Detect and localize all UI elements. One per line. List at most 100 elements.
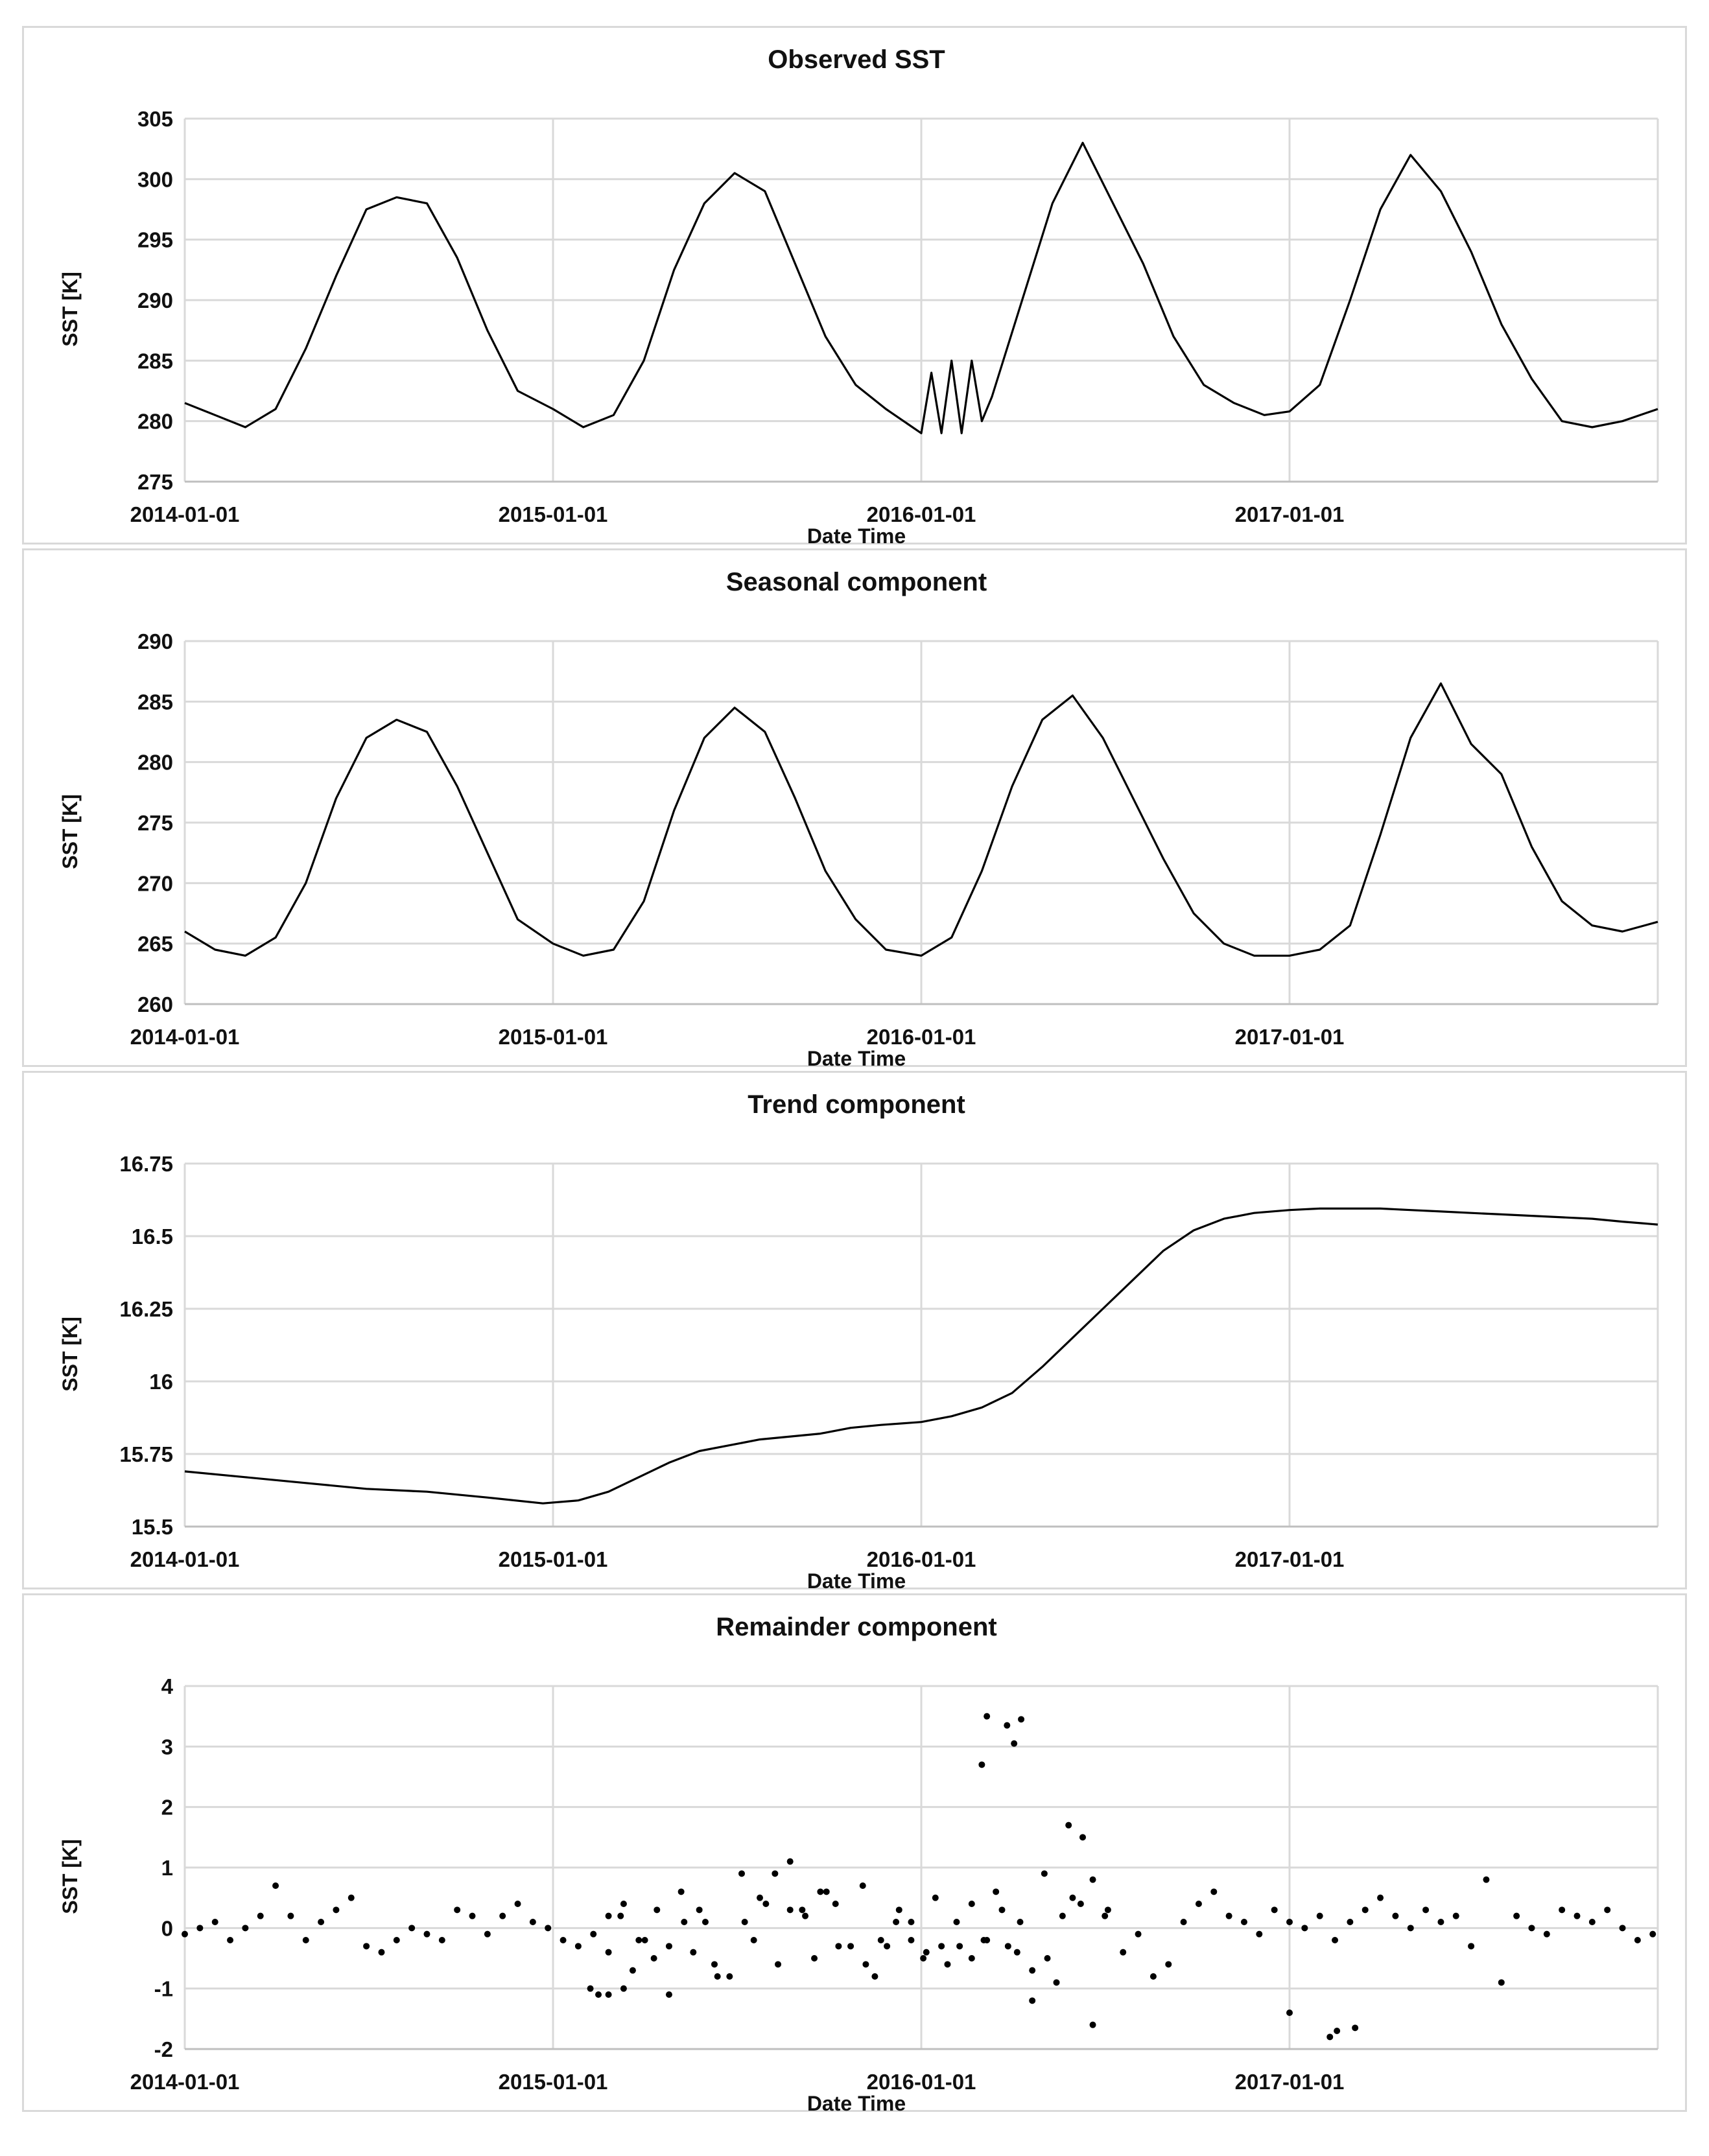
data-point	[1210, 1888, 1218, 1895]
data-point	[514, 1901, 521, 1907]
y-tick-label: 290	[137, 629, 173, 653]
data-point	[968, 1955, 975, 1962]
x-tick-label: 2016-01-01	[867, 1025, 976, 1049]
data-point	[629, 1967, 636, 1974]
data-point	[1452, 1912, 1459, 1919]
y-tick-label: 2	[161, 1796, 173, 1820]
y-tick-label: 285	[137, 690, 173, 714]
x-tick-label: 2014-01-01	[130, 1025, 240, 1049]
y-tick-label: 4	[161, 1674, 174, 1698]
chart-seasonal: 260 265 270 275 280 285 290 2014-01-01 2015-01-0…	[58, 568, 1659, 1069]
data-point	[529, 1919, 536, 1925]
data-point	[211, 1919, 218, 1925]
data-point	[871, 1973, 878, 1980]
data-point	[560, 1937, 567, 1943]
data-point	[998, 1906, 1006, 1914]
outlier-point	[1011, 1740, 1018, 1747]
data-point	[1120, 1949, 1127, 1956]
data-point	[1619, 1925, 1626, 1932]
y-tick-label: 280	[137, 751, 173, 775]
chart-title: Seasonal component	[726, 568, 987, 596]
y-tick-label: 0	[161, 1916, 173, 1940]
data-point	[968, 1901, 975, 1907]
data-point	[1135, 1930, 1142, 1938]
data-point	[617, 1912, 624, 1919]
data-point	[953, 1919, 960, 1925]
data-point	[1149, 1973, 1157, 1980]
outlier-point	[595, 1991, 602, 1998]
data-point	[696, 1906, 703, 1914]
x-axis-label: Date Time	[807, 524, 906, 546]
data-point	[726, 1973, 733, 1980]
data-point	[333, 1906, 340, 1914]
data-point	[1004, 1943, 1011, 1950]
data-point	[932, 1894, 939, 1901]
y-axis-label: SST [K]	[58, 794, 82, 869]
data-point	[1513, 1912, 1520, 1919]
y-tick-label: 3	[161, 1735, 173, 1759]
series-line	[184, 141, 1658, 434]
data-point	[956, 1943, 963, 1950]
outlier-point	[1352, 2024, 1359, 2032]
outlier-point	[605, 1991, 612, 1998]
data-point	[701, 1919, 709, 1925]
x-tick-label: 2016-01-01	[867, 1547, 976, 1571]
data-point	[590, 1930, 597, 1938]
data-point	[1029, 1967, 1036, 1974]
data-point	[257, 1912, 264, 1919]
data-point	[1543, 1930, 1550, 1938]
data-point	[302, 1937, 309, 1943]
data-point	[690, 1949, 697, 1956]
y-tick-label: 280	[137, 410, 173, 434]
data-point	[799, 1906, 806, 1914]
data-point	[665, 1991, 672, 1998]
data-point	[993, 1888, 1000, 1895]
data-point	[499, 1912, 506, 1919]
data-point	[1604, 1906, 1611, 1914]
data-point	[1316, 1912, 1323, 1919]
data-point	[1286, 1919, 1293, 1925]
data-point	[1044, 1955, 1051, 1962]
y-tick-label: 1	[161, 1856, 173, 1880]
data-point	[1483, 1876, 1490, 1883]
y-tick-label: 275	[137, 470, 173, 494]
data-point	[1559, 1906, 1566, 1914]
y-tick-label: 295	[137, 228, 173, 252]
x-tick-label: 2016-01-01	[867, 2070, 976, 2094]
chart-trend: 15.5 15.75 16 16.25 16.5 16.75 2014-01-01 2015-…	[58, 1090, 1659, 1591]
data-point	[893, 1919, 900, 1925]
x-axis-label: Date Time	[807, 1047, 906, 1069]
data-point	[227, 1937, 234, 1943]
outlier-point	[1286, 2010, 1293, 2016]
data-point	[1437, 1919, 1444, 1925]
y-tick-label: 270	[137, 871, 173, 895]
data-point	[757, 1894, 764, 1901]
data-point	[1361, 1906, 1369, 1914]
data-point	[772, 1870, 779, 1877]
data-point	[1069, 1894, 1076, 1901]
data-point	[802, 1912, 809, 1919]
data-point	[1498, 1979, 1505, 1986]
data-point	[363, 1943, 370, 1950]
data-point	[920, 1955, 927, 1962]
data-point	[762, 1901, 770, 1907]
data-point	[545, 1925, 552, 1932]
x-axis-label: Date Time	[807, 1569, 906, 1591]
chart-title: Observed SST	[768, 45, 945, 74]
data-point	[1588, 1919, 1596, 1925]
y-tick-label: 16.25	[119, 1297, 173, 1321]
data-point	[1079, 1834, 1086, 1841]
data-point	[605, 1912, 612, 1919]
data-point	[775, 1961, 782, 1968]
data-point	[832, 1901, 839, 1907]
outlier-point	[1334, 2028, 1341, 2034]
y-tick-label: 290	[137, 288, 173, 312]
data-point	[438, 1937, 445, 1943]
data-point	[1347, 1919, 1354, 1925]
y-tick-label: 300	[137, 167, 173, 191]
x-axis-label: Date Time	[807, 2092, 906, 2114]
outlier-point	[984, 1713, 991, 1720]
data-point	[847, 1943, 854, 1950]
data-point	[1165, 1961, 1172, 1968]
x-tick-label: 2014-01-01	[130, 2070, 240, 2094]
